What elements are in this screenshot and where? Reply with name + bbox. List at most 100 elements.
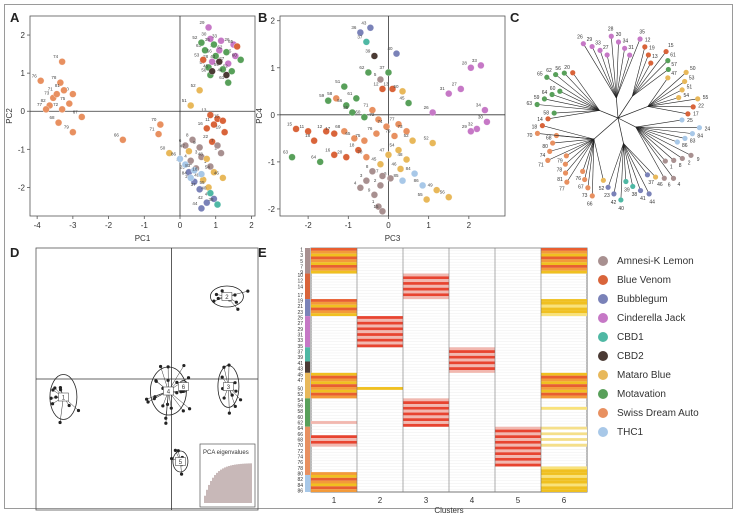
heatmap-cell: [403, 287, 449, 291]
point-label: 54: [390, 143, 396, 148]
tree-leaf: [541, 96, 548, 102]
data-point: [304, 127, 312, 135]
cluster-label: 1: [62, 396, 66, 402]
data-point: [445, 193, 453, 201]
tree-branch: [617, 117, 636, 128]
tree-leaf: [561, 70, 567, 76]
data-point: [356, 184, 364, 192]
heatmap-cell: [449, 352, 495, 356]
heatmap-cell: [403, 406, 449, 410]
tree-branch: [635, 126, 678, 143]
data-point: [187, 101, 195, 110]
heatmap-cell: [541, 440, 587, 444]
tree-leaf-label: 78: [557, 167, 563, 173]
point-label: 15: [214, 113, 220, 118]
point-label: 27: [219, 56, 225, 61]
tree-branch: [647, 81, 685, 107]
tree-branch: [591, 46, 617, 99]
heatmap-cell: [403, 293, 449, 297]
legend-swatch: [598, 370, 608, 380]
tree-leaf-label: 31: [628, 45, 634, 51]
tree-leaf: [545, 157, 551, 163]
heatmap-cell: [403, 418, 449, 422]
point-label: 52: [404, 133, 410, 138]
point-label: 55: [418, 192, 424, 197]
point-label: 56: [337, 98, 343, 103]
legend-swatch: [598, 313, 608, 323]
row-group-bar: [305, 398, 310, 427]
tree-leaf-label: 18: [532, 124, 538, 130]
cluster-point: [238, 398, 243, 402]
row-group-bar: [305, 299, 310, 317]
tree-leaf: [545, 116, 551, 122]
data-point: [330, 130, 338, 138]
heatmap-cell: [311, 301, 357, 305]
point-label: 26: [225, 37, 231, 42]
cluster-point: [169, 406, 173, 410]
data-point: [483, 118, 491, 126]
heatmap-cell: [495, 452, 541, 456]
tree-leaf-label: 28: [608, 26, 614, 32]
data-point: [340, 83, 348, 91]
point-label: 19: [216, 125, 222, 130]
data-point: [364, 68, 372, 77]
cluster-point: [53, 386, 57, 390]
panel-label-e: E: [258, 245, 267, 260]
tree-leaf: [615, 39, 622, 45]
data-point: [322, 127, 330, 135]
tree-branch: [616, 48, 625, 99]
point-label: 84: [406, 166, 412, 171]
data-point: [342, 153, 350, 161]
heatmap-cell: [541, 486, 587, 490]
point-label: 51: [335, 79, 341, 84]
heatmap-cell: [541, 372, 587, 376]
row-label: 17: [297, 293, 303, 299]
point-label: 50: [160, 146, 166, 151]
tree-leaf-label: 2: [688, 161, 691, 167]
heatmap-cell: [403, 401, 449, 405]
data-point: [370, 52, 378, 60]
tree-leaf-label: 71: [538, 163, 544, 169]
eigenvalue-bar: [228, 465, 230, 503]
point-label: 48: [198, 151, 204, 156]
cluster-point: [166, 365, 170, 369]
data-point: [384, 68, 393, 77]
tree-branch: [647, 98, 698, 107]
data-point: [360, 113, 368, 121]
point-label: 44: [192, 201, 198, 206]
data-point: [203, 124, 211, 132]
tree-branch: [606, 54, 617, 99]
tree-branch: [566, 138, 595, 157]
tree-leaf-label: 46: [657, 182, 663, 188]
point-label: 40: [388, 46, 394, 51]
point-label: 45: [400, 96, 406, 101]
cluster-point: [67, 403, 71, 408]
row-label: 25: [297, 316, 303, 322]
tree-leaf-label: 60: [550, 86, 556, 92]
tree-leaf: [688, 152, 694, 158]
data-point: [213, 141, 222, 150]
tree-branch: [547, 138, 595, 161]
heatmap-cell: [541, 406, 587, 410]
point-label: 50: [394, 84, 400, 89]
point-label: 15: [287, 121, 293, 126]
tree-leaf: [646, 191, 652, 197]
column-label: 3: [424, 496, 429, 505]
point-label: 72: [369, 112, 375, 117]
tree-branch: [635, 126, 700, 128]
heatmap-cell: [541, 375, 587, 379]
heatmap-cell: [311, 262, 357, 266]
cluster-point: [179, 472, 184, 476]
point-label: 51: [182, 98, 188, 103]
heatmap-cell: [403, 409, 449, 413]
point-label: 68: [335, 124, 341, 129]
tree-leaf: [662, 158, 668, 164]
data-point: [181, 161, 189, 169]
data-point: [188, 136, 197, 144]
tree-leaf-label: 12: [645, 37, 651, 43]
tree-branch: [635, 126, 692, 156]
data-point: [330, 151, 338, 159]
legend-item: CBD1: [598, 330, 644, 344]
tree-branch: [565, 138, 595, 165]
legend-label: Amnesi-K Lemon: [617, 255, 694, 267]
